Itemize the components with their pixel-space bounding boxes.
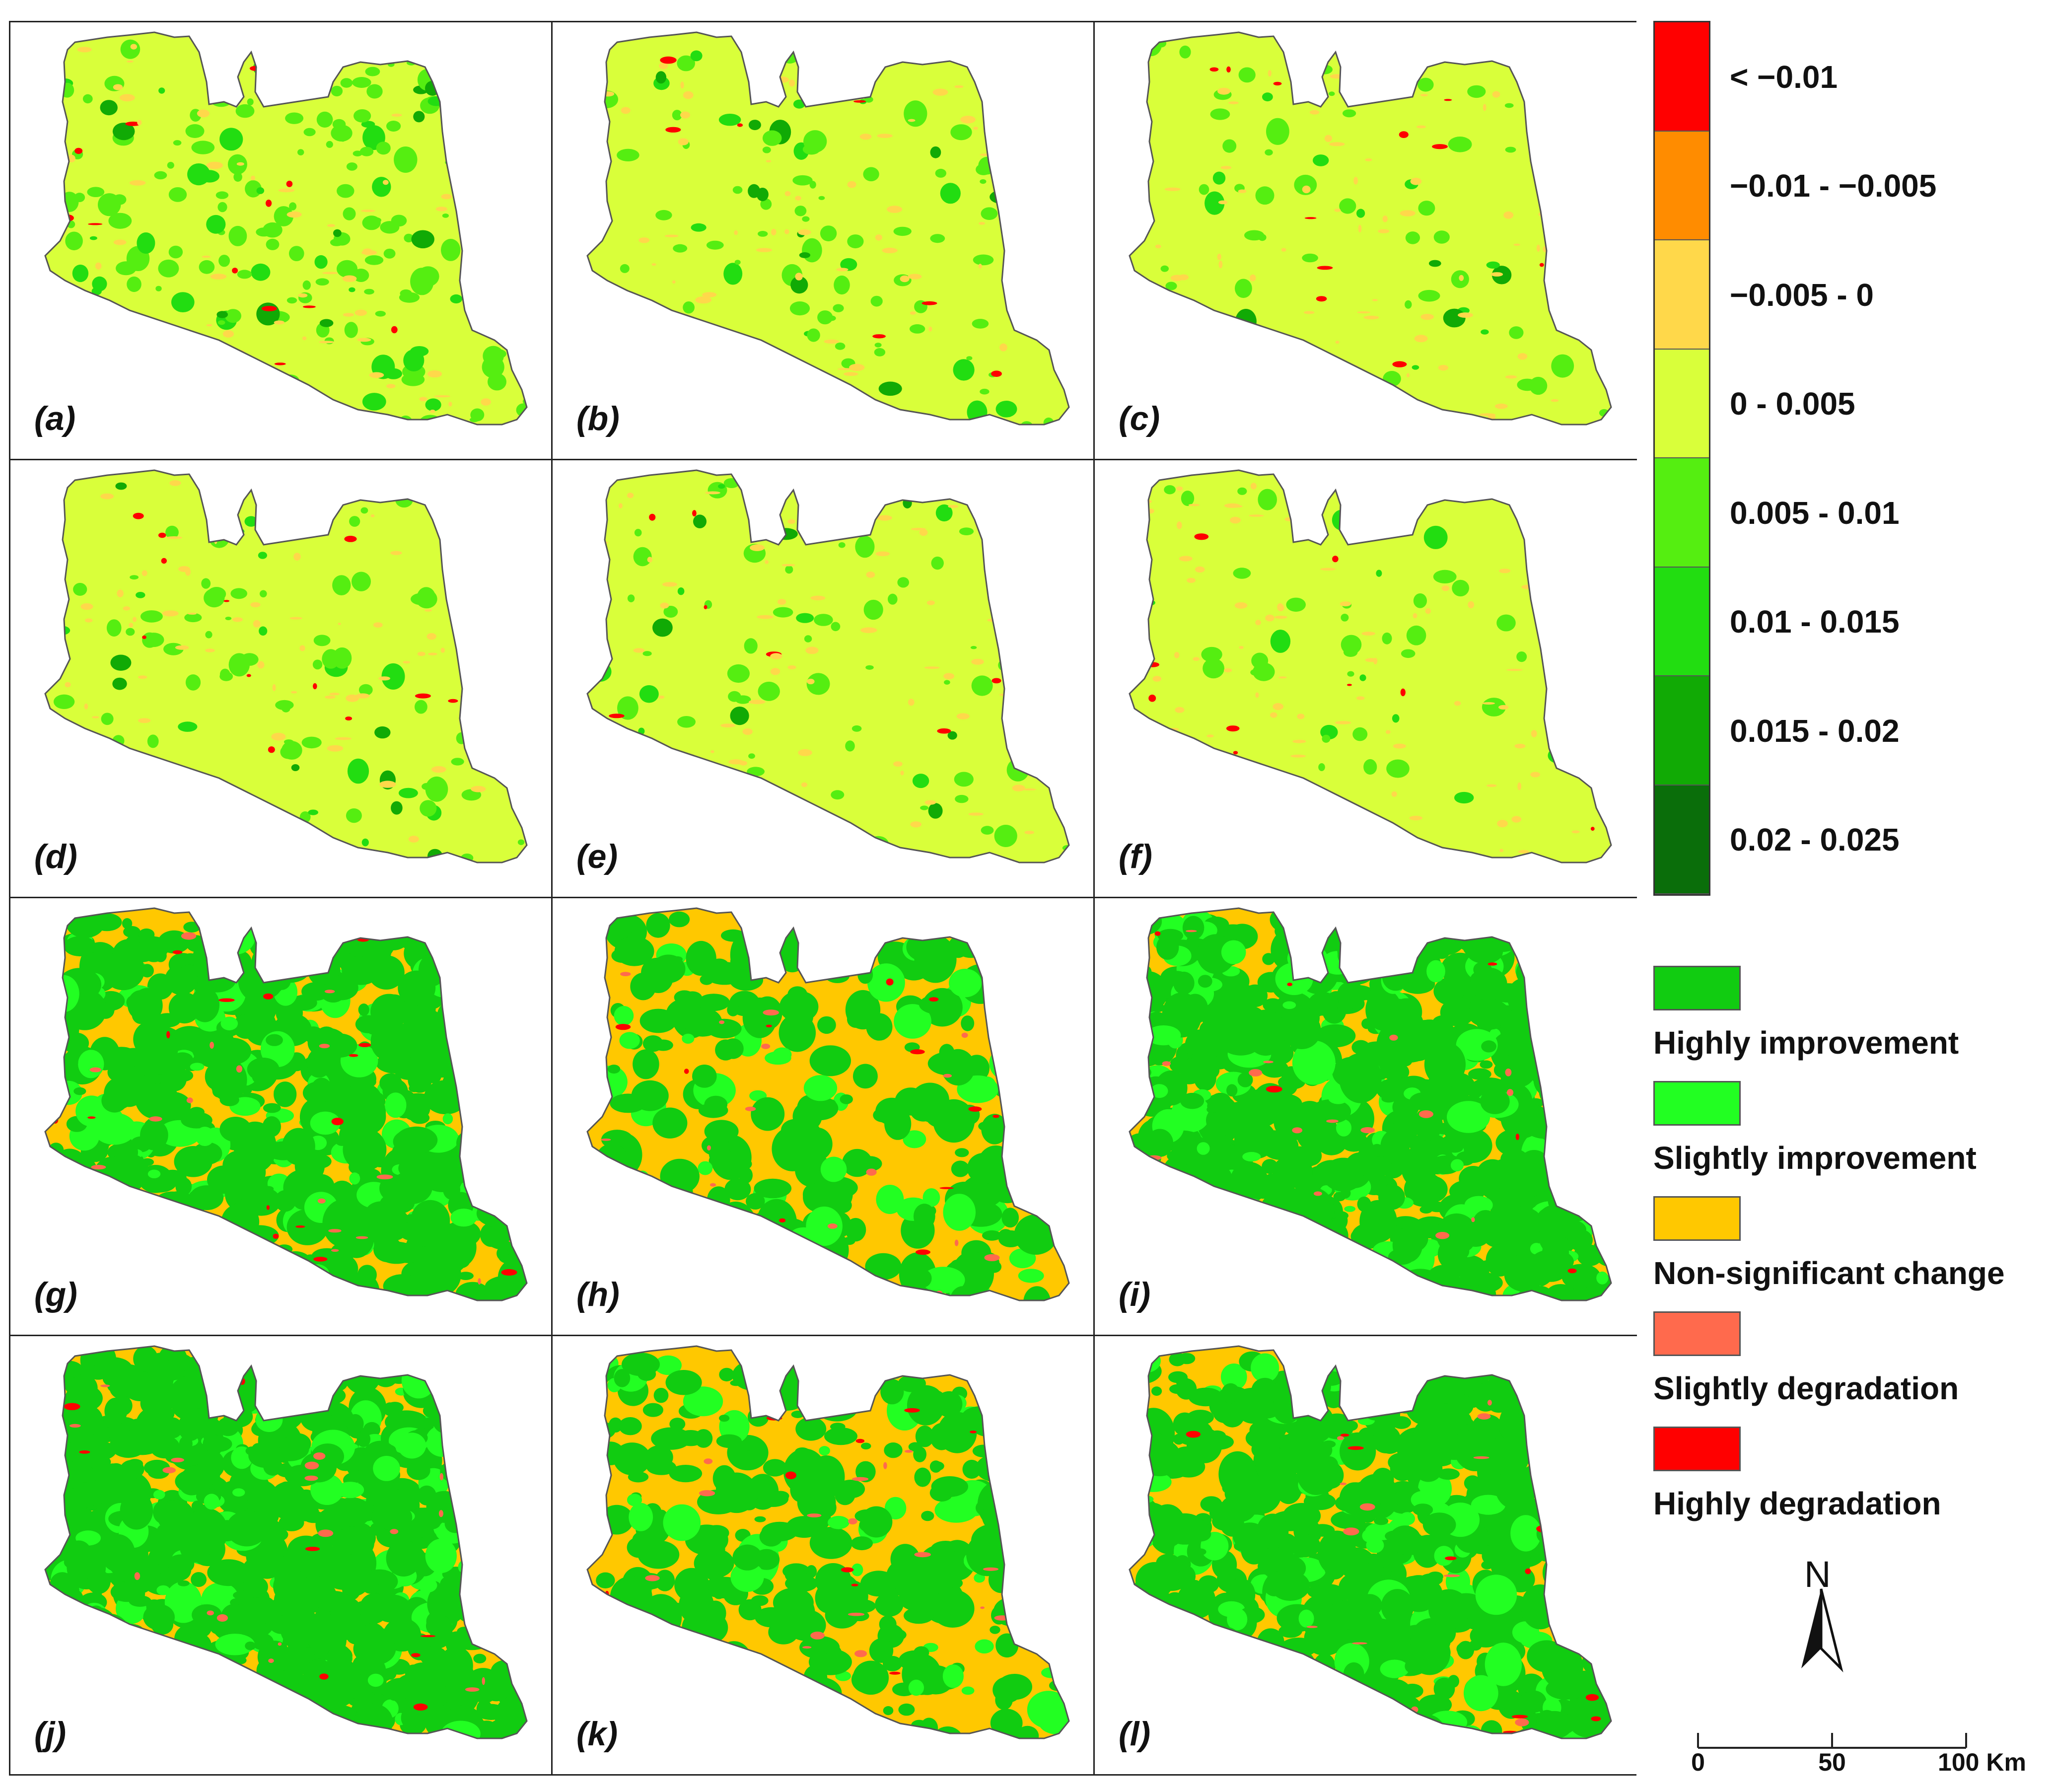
- colorbar-bin: [1655, 240, 1709, 350]
- colorbar-bin: [1655, 131, 1709, 240]
- panel-label: (b): [576, 400, 620, 437]
- colorbar-bin: [1655, 676, 1709, 786]
- region-map: [586, 31, 1070, 426]
- map-panel: (g): [10, 898, 553, 1336]
- colorbar-bin-label: 0.005 - 0.01: [1730, 495, 1900, 531]
- region-map: [586, 469, 1070, 863]
- class-legend-swatch: [1653, 1196, 1741, 1241]
- trend-colorbar: [1653, 21, 1710, 896]
- panel-label: (l): [1119, 1715, 1151, 1753]
- scale-bar: [1697, 1733, 1967, 1749]
- map-panel: (i): [1095, 898, 1637, 1336]
- panel-label: (g): [34, 1276, 77, 1313]
- region-map: [44, 469, 528, 863]
- colorbar-bin: [1655, 349, 1709, 458]
- map-panel: (d): [10, 460, 553, 898]
- scale-bar-tick-label: 50: [1818, 1748, 1846, 1776]
- colorbar-bin-label: < −0.01: [1730, 59, 1838, 95]
- north-letter: N: [1804, 1554, 1831, 1595]
- panel-label: (f): [1119, 838, 1152, 875]
- map-panel: (a): [10, 22, 553, 460]
- region-map: [586, 907, 1070, 1301]
- map-panel: (b): [553, 22, 1095, 460]
- colorbar-bin: [1655, 567, 1709, 676]
- colorbar-bin-label: −0.005 - 0: [1730, 277, 1874, 313]
- map-panel: (f): [1095, 460, 1637, 898]
- class-legend-label: Highly degradation: [1653, 1486, 1941, 1521]
- map-panel: (h): [553, 898, 1095, 1336]
- class-legend-swatch: [1653, 1427, 1741, 1471]
- class-legend-swatch: [1653, 966, 1741, 1010]
- scale-bar-tick-label: 100 Km: [1938, 1748, 2026, 1776]
- region-map: [44, 907, 528, 1301]
- class-legend-label: Non-significant change: [1653, 1255, 2005, 1291]
- colorbar-bin-label: −0.01 - −0.005: [1730, 168, 1937, 204]
- region-map: [1129, 907, 1612, 1301]
- panel-label: (d): [34, 838, 77, 875]
- region-map: [586, 1345, 1070, 1739]
- class-legend-label: Slightly degradation: [1653, 1370, 1959, 1406]
- panel-label: (i): [1119, 1276, 1151, 1313]
- colorbar-bin-label: 0.02 - 0.025: [1730, 822, 1900, 858]
- scale-bar-tick-label: 0: [1691, 1748, 1705, 1776]
- map-panel: (e): [553, 460, 1095, 898]
- panel-label: (j): [34, 1715, 67, 1753]
- class-legend-swatch: [1653, 1311, 1741, 1356]
- region-map: [1129, 469, 1612, 863]
- region-map: [1129, 1345, 1612, 1739]
- map-panel-grid: (a) (b) (c) (d) (e) (f) (g) (h) (i) (j) (k) (l): [9, 21, 1637, 1776]
- colorbar-bin-label: 0.01 - 0.015: [1730, 604, 1900, 640]
- panel-label: (k): [576, 1715, 618, 1753]
- colorbar-bin-label: 0.015 - 0.02: [1730, 713, 1900, 749]
- colorbar-bin-label: 0 - 0.005: [1730, 386, 1855, 422]
- colorbar-bin: [1655, 785, 1709, 894]
- panel-label: (e): [576, 838, 618, 875]
- map-panel: (k): [553, 1336, 1095, 1774]
- colorbar-bin: [1655, 22, 1709, 132]
- region-map: [1129, 31, 1612, 426]
- map-panel: (j): [10, 1336, 553, 1774]
- panel-label: (a): [34, 400, 76, 437]
- region-map: [44, 31, 528, 426]
- class-legend-swatch: [1653, 1081, 1741, 1126]
- panel-label: (h): [576, 1276, 620, 1313]
- map-panel: (l): [1095, 1336, 1637, 1774]
- colorbar-bin: [1655, 458, 1709, 568]
- map-panel: (c): [1095, 22, 1637, 460]
- region-map: [44, 1345, 528, 1739]
- panel-label: (c): [1119, 400, 1160, 437]
- north-arrow-icon: [1801, 1588, 1843, 1673]
- class-legend-label: Highly improvement: [1653, 1025, 1959, 1061]
- class-legend-label: Slightly improvement: [1653, 1140, 1977, 1176]
